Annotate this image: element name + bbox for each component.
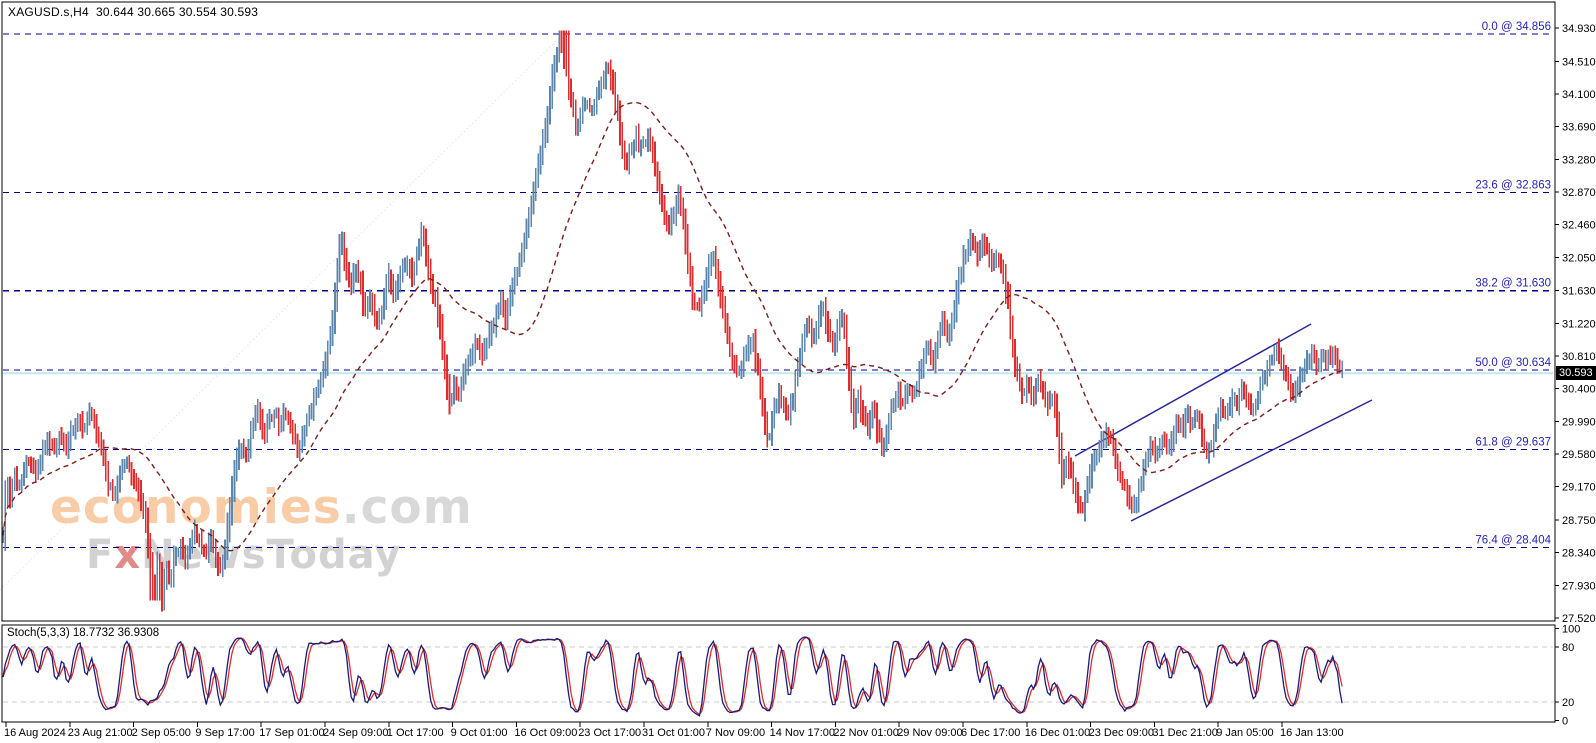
indicator-panel-border — [1, 624, 1556, 723]
date-axis-label: 16 Oct 09:00 — [514, 727, 577, 739]
price-axis-label: 31.630 — [1562, 286, 1596, 298]
date-axis-label: 17 Sep 01:00 — [259, 727, 324, 739]
watermark-tagline: FxNewsToday — [86, 534, 473, 576]
date-axis-label: 9 Oct 01:00 — [451, 727, 508, 739]
price-axis-label: 29.990 — [1562, 416, 1596, 428]
date-axis-label: 22 Nov 01:00 — [833, 727, 898, 739]
watermark-tagline-f: F — [86, 532, 115, 579]
stochastic-indicator-label: Stoch(5,3,3) 18.7732 36.9308 — [7, 627, 160, 639]
candles-down-layer — [9, 30, 1341, 612]
date-axis-label: 23 Dec 09:00 — [1089, 727, 1154, 739]
price-axis-label: 34.100 — [1562, 89, 1596, 101]
date-axis-label: 16 Dec 01:00 — [1025, 727, 1090, 739]
price-axis-label: 27.930 — [1562, 580, 1596, 592]
price-axis-label: 32.050 — [1562, 252, 1596, 264]
ascending-channel-lower-line[interactable] — [1130, 399, 1373, 522]
fib-level-label: 38.2 @ 31.630 — [1475, 278, 1551, 290]
date-axis-label: 23 Aug 21:00 — [68, 727, 133, 739]
price-axis-label: 30.810 — [1562, 351, 1596, 363]
price-axis-label: 33.690 — [1562, 122, 1596, 134]
price-axis-label: 34.510 — [1562, 56, 1596, 68]
fib-level-label: 23.6 @ 32.863 — [1475, 180, 1551, 192]
symbol-ohlc-title: XAGUSD.s,H4 30.644 30.665 30.554 30.593 — [8, 5, 259, 19]
current-price-badge: 30.593 — [1556, 366, 1596, 381]
fib-baseline-trendline — [0, 32, 565, 591]
main-chart-border — [1, 1, 1556, 622]
date-axis-label: 9 Jan 05:00 — [1216, 727, 1274, 739]
price-axis-label: 33.280 — [1562, 154, 1596, 166]
date-axis-label: 14 Nov 17:00 — [770, 727, 835, 739]
price-axis-label: 29.170 — [1562, 482, 1596, 494]
date-axis-label: 31 Dec 21:00 — [1152, 727, 1217, 739]
fib-level-label: 0.0 @ 34.856 — [1482, 21, 1551, 33]
date-axis-label: 16 Jan 13:00 — [1280, 727, 1344, 739]
price-axis-label: 32.460 — [1562, 220, 1596, 232]
price-axis-label: 34.930 — [1562, 23, 1596, 35]
price-axis-label: 28.340 — [1562, 548, 1596, 560]
stoch-axis-label: 20 — [1562, 697, 1574, 709]
stoch-axis-label: 0 — [1562, 716, 1568, 728]
watermark: economies.com FxNewsToday — [50, 480, 473, 577]
price-axis-label: 28.750 — [1562, 515, 1596, 527]
price-axis-label: 30.400 — [1562, 384, 1596, 396]
date-axis-label: 16 Aug 2024 — [4, 727, 66, 739]
stoch-main-line — [2, 636, 1343, 717]
stoch-axis-label: 100 — [1562, 624, 1580, 636]
ascending-channel-upper-line[interactable] — [1074, 323, 1312, 457]
date-axis-label: 29 Nov 09:00 — [897, 727, 962, 739]
moving-average-line — [2, 101, 1343, 552]
date-axis-label: 7 Nov 09:00 — [706, 727, 765, 739]
date-axis-label: 31 Oct 01:00 — [642, 727, 705, 739]
stoch-signal-line — [2, 636, 1343, 716]
date-axis-label: 6 Dec 17:00 — [961, 727, 1020, 739]
date-axis-label: 2 Sep 05:00 — [132, 727, 191, 739]
price-axis-label: 31.220 — [1562, 318, 1596, 330]
date-axis-label: 9 Sep 17:00 — [195, 727, 254, 739]
fib-level-label: 50.0 @ 30.634 — [1475, 357, 1551, 369]
price-axis-label: 29.580 — [1562, 449, 1596, 461]
date-axis-label: 1 Oct 17:00 — [387, 727, 444, 739]
fib-level-label: 61.8 @ 29.637 — [1475, 436, 1551, 448]
fib-level-label: 76.4 @ 28.404 — [1475, 535, 1551, 547]
watermark-tagline-rest: NewsToday — [141, 532, 402, 579]
candles-up-layer — [2, 30, 1343, 611]
price-axis-label: 27.520 — [1562, 613, 1596, 625]
watermark-tagline-x: x — [114, 532, 142, 579]
price-axis-label: 32.870 — [1562, 187, 1596, 199]
watermark-brand-suffix: .com — [341, 480, 473, 535]
stoch-axis-label: 80 — [1562, 642, 1574, 654]
date-axis-label: 24 Sep 09:00 — [323, 727, 388, 739]
date-axis-label: 23 Oct 17:00 — [578, 727, 641, 739]
